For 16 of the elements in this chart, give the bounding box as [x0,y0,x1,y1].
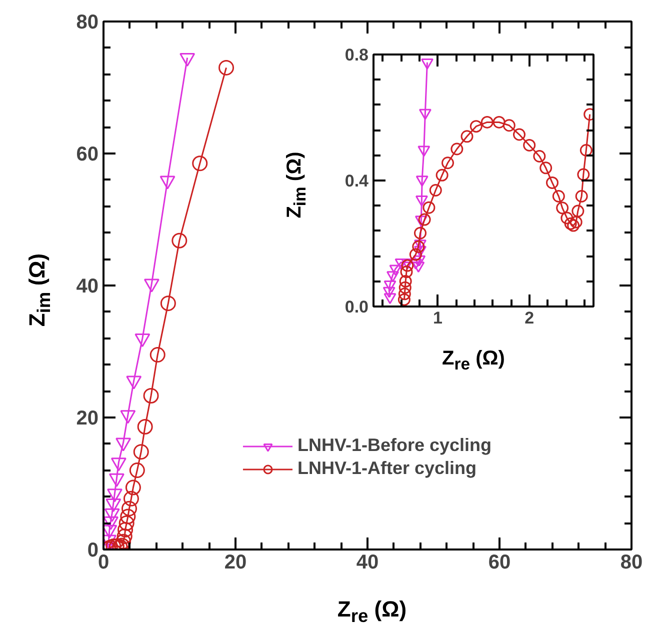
x-tick-label: 60 [488,552,511,574]
y-tick-label: 20 [76,408,99,430]
x-tick-label: 2 [524,308,534,328]
legend-label: LNHV-1-Before cycling [297,435,492,456]
y-tick-label: 40 [76,276,99,298]
x-tick-label: 80 [620,552,643,574]
x-axis-title: Z$_{re}$ (Ω) [337,596,407,626]
y-tick-label: 0.8 [344,46,369,64]
x-axis-title: Z$_{re}$ (Ω) [442,348,505,374]
y-tick-label: 60 [76,144,99,166]
y-tick-label: 0.0 [344,298,369,316]
x-tick-label: 20 [224,552,247,574]
legend-label: LNHV-1-After cycling [297,458,477,479]
x-tick-label: 1 [432,308,442,328]
y-tick-label: 0.4 [344,172,370,190]
y-tick-label: 80 [76,12,99,34]
